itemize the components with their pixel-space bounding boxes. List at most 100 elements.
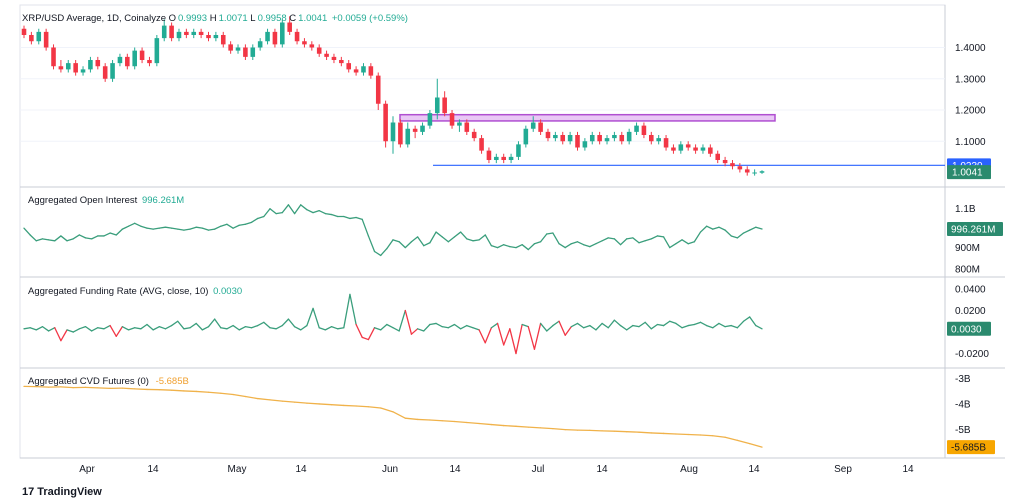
oi-line-segment: [244, 221, 253, 225]
fr-line-segment: [140, 323, 148, 330]
candle-body: [265, 31, 270, 42]
candle-body: [494, 156, 499, 160]
candle-body: [641, 125, 647, 135]
oi-line-segment: [484, 234, 493, 247]
oi-line-segment: [712, 226, 720, 230]
candle-body: [538, 122, 543, 132]
oi-line-segment: [109, 232, 117, 236]
fr-line-segment: [576, 322, 585, 329]
fr-line-segment: [60, 329, 68, 342]
fr-line-segment: [638, 321, 646, 328]
fr-line-segment: [478, 329, 486, 344]
cvd-line-segment: [638, 431, 652, 434]
oi-line-segment: [41, 238, 50, 241]
fr-line-segment: [300, 324, 308, 331]
candle-body: [346, 63, 352, 70]
candle-body: [589, 135, 595, 142]
fr-line-segment: [164, 324, 173, 330]
oi-line-segment: [583, 244, 591, 248]
oi-last-badge-text: 996.261M: [951, 224, 995, 235]
oi-line-segment: [736, 232, 745, 239]
cvd-line-segment: [503, 424, 517, 427]
candle-body: [612, 135, 617, 139]
fr-line-segment: [250, 324, 259, 329]
fr-line-segment: [220, 327, 228, 330]
oi-line-segment: [644, 238, 652, 242]
candle-body: [420, 125, 425, 132]
oi-line-segment: [158, 226, 167, 229]
candle-body: [339, 60, 344, 64]
candle-body: [280, 22, 285, 45]
fr-line-segment: [459, 324, 468, 330]
candle-body: [353, 69, 359, 73]
cvd-tick-label: -5B: [955, 425, 971, 436]
candle-body: [176, 31, 182, 39]
candle-body: [184, 31, 189, 35]
oi-legend: Aggregated Open Interest 996.261M: [28, 195, 184, 206]
fr-line-segment: [595, 322, 603, 331]
candle-body: [80, 69, 86, 73]
oi-line-segment: [29, 234, 37, 242]
cvd-line-segment: [724, 436, 739, 441]
oi-line-segment: [91, 235, 99, 240]
time-tick-label: 14: [147, 464, 159, 475]
oi-line-segment: [626, 237, 634, 240]
oi-line-segment: [35, 238, 44, 242]
oi-line-segment: [570, 241, 579, 245]
oi-line-segment: [515, 244, 523, 249]
oi-line-segment: [170, 227, 179, 230]
main-legend: XRP/USD Average, 1D, Coinalyze O 0.9993 H…: [22, 13, 408, 24]
fr-line-segment: [675, 322, 683, 329]
candle-body: [737, 166, 743, 170]
oi-line-segment: [503, 244, 511, 248]
cvd-line-segment: [699, 434, 714, 437]
oi-line-segment: [706, 225, 714, 230]
fr-line-segment: [355, 323, 363, 339]
tradingview-logo[interactable]: 17 TradingView: [22, 486, 102, 498]
cvd-line-segment: [269, 399, 283, 402]
oi-line-segment: [275, 211, 283, 215]
cvd-legend: Aggregated CVD Futures (0) -5.685B: [28, 376, 189, 387]
cvd-line-segment: [392, 411, 406, 419]
candle-body: [287, 22, 292, 32]
fr-line-segment: [134, 327, 142, 330]
cvd-line-segment: [515, 425, 529, 428]
candle-body: [125, 56, 130, 67]
fr-line-segment: [269, 327, 277, 330]
candle-body: [678, 144, 684, 151]
candle-body: [302, 41, 307, 45]
candle-body: [220, 35, 226, 45]
close-label: C: [289, 13, 297, 24]
cvd-line-segment: [330, 404, 345, 407]
fr-line-segment: [146, 323, 154, 331]
time-tick-label: Apr: [79, 464, 95, 475]
cvd-line-segment: [675, 433, 689, 436]
cvd-line-segment: [552, 427, 566, 431]
cvd-line-segment: [183, 390, 197, 393]
candle-body: [597, 135, 602, 142]
fr-value: 0.0030: [213, 286, 243, 297]
fr-line-segment: [650, 323, 659, 330]
oi-line-segment: [152, 227, 160, 230]
close-value: 1.0041: [298, 13, 328, 24]
cvd-line-segment: [687, 433, 702, 436]
oi-line-segment: [478, 234, 486, 241]
oi-line-segment: [718, 226, 726, 231]
fr-last-badge: [947, 321, 991, 336]
fr-line-segment: [35, 326, 44, 331]
fr-line-segment: [343, 293, 351, 329]
oi-line-segment: [60, 235, 68, 242]
oi-title: Aggregated Open Interest: [28, 195, 138, 206]
fr-line-segment: [742, 316, 751, 322]
candle-body: [626, 131, 632, 142]
candle-body: [530, 122, 536, 129]
fr-line-segment: [435, 322, 443, 328]
candle-body: [405, 128, 411, 145]
oi-line-segment: [749, 226, 757, 231]
oi-line-segment: [189, 226, 197, 230]
change-value: +0.0059 (+0.59%): [331, 13, 408, 24]
fr-line-segment: [367, 327, 376, 341]
oi-line-segment: [410, 236, 419, 243]
low-value: 0.9958: [257, 13, 287, 24]
